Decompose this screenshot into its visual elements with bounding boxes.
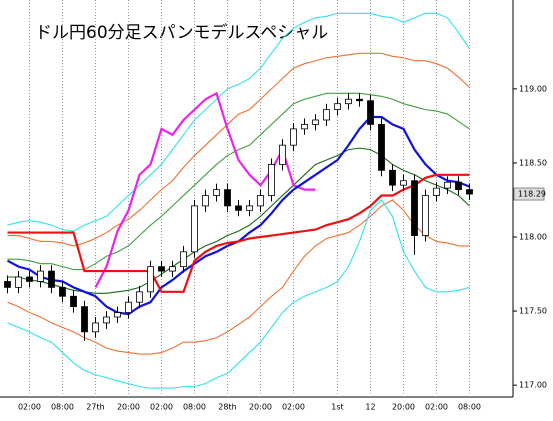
candle-body [466,189,473,195]
indicator-line [7,52,470,247]
x-tick-label: 1st [331,403,343,412]
y-tick-label: 117.50 [519,307,547,316]
candle-body [345,98,352,105]
chart-title: ドル円60分足スパンモデルスペシャル [35,22,328,43]
last-price-label: 118.29 [518,190,546,199]
x-tick-label: 12 [365,403,375,412]
candle-body [444,181,451,189]
candle-body [169,266,176,272]
candle-body [301,124,308,130]
candle-body [81,306,88,333]
candle-body [125,301,132,313]
candle-body [147,266,154,293]
candle-body [92,322,99,333]
candle-body [15,276,22,288]
y-tick-label: 117.00 [519,381,547,390]
x-tick-label: 02:00 [282,403,305,412]
x-tick-label: 02:00 [18,403,41,412]
last-price-box [513,187,545,201]
candle-body [180,251,187,268]
candle-body [26,276,33,282]
x-tick-label: 08:00 [183,403,206,412]
candle-body [158,266,165,272]
candle-body [191,205,198,253]
y-tick-label: 118.50 [519,158,547,167]
candle-body [114,312,121,318]
candle-body [224,189,231,207]
candle-body [213,189,220,196]
candle-body [48,270,55,288]
candle-body [279,144,286,165]
x-tick-label: 20:00 [249,403,272,412]
candle-body [312,119,319,125]
candle-body [378,124,385,171]
x-tick-label: 20:00 [392,403,415,412]
candle-body [411,180,418,236]
y-tick-label: 119.00 [519,84,547,93]
candle-body [37,270,44,282]
candle-body [235,205,242,211]
candle-body [257,195,264,207]
indicator-line [7,173,470,293]
candle-body [290,128,297,146]
indicator-line [94,91,316,288]
candle-body [202,195,209,207]
candle-body [4,281,11,288]
y-tick-label: 118.00 [519,233,547,242]
candle-body [334,103,341,111]
indicator-line [7,199,470,389]
x-tick-label: 20:00 [117,403,140,412]
x-tick-label: 02:00 [150,403,173,412]
candle-body [389,169,396,186]
indicator-line [7,12,470,232]
x-tick-label: 08:00 [51,403,74,412]
candle-body [400,180,407,186]
x-tick-label: 27th [86,403,104,412]
candle-body [356,98,363,102]
candle-body [59,286,66,297]
candle-body [103,316,110,324]
candle-body [323,109,330,121]
candle-body [455,181,462,191]
candle-body [268,164,275,196]
candle-body [433,187,440,196]
x-tick-label: 08:00 [458,403,481,412]
candle-body [422,195,429,236]
candle-body [246,205,253,211]
x-tick-label: 28th [218,403,236,412]
candle-body [367,100,374,125]
candle-body [136,291,143,303]
x-tick-label: 02:00 [425,403,448,412]
candle-body [70,295,77,308]
